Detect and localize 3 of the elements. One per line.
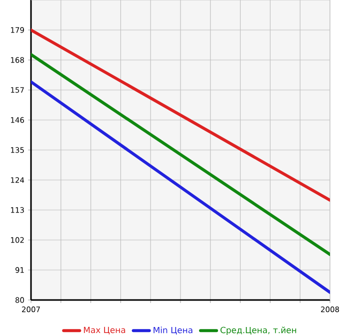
legend-label: Min Цена: [154, 326, 192, 334]
legend-label: Max Цена: [84, 326, 126, 334]
legend-label: Сред.Цена, т.йен: [220, 326, 296, 335]
